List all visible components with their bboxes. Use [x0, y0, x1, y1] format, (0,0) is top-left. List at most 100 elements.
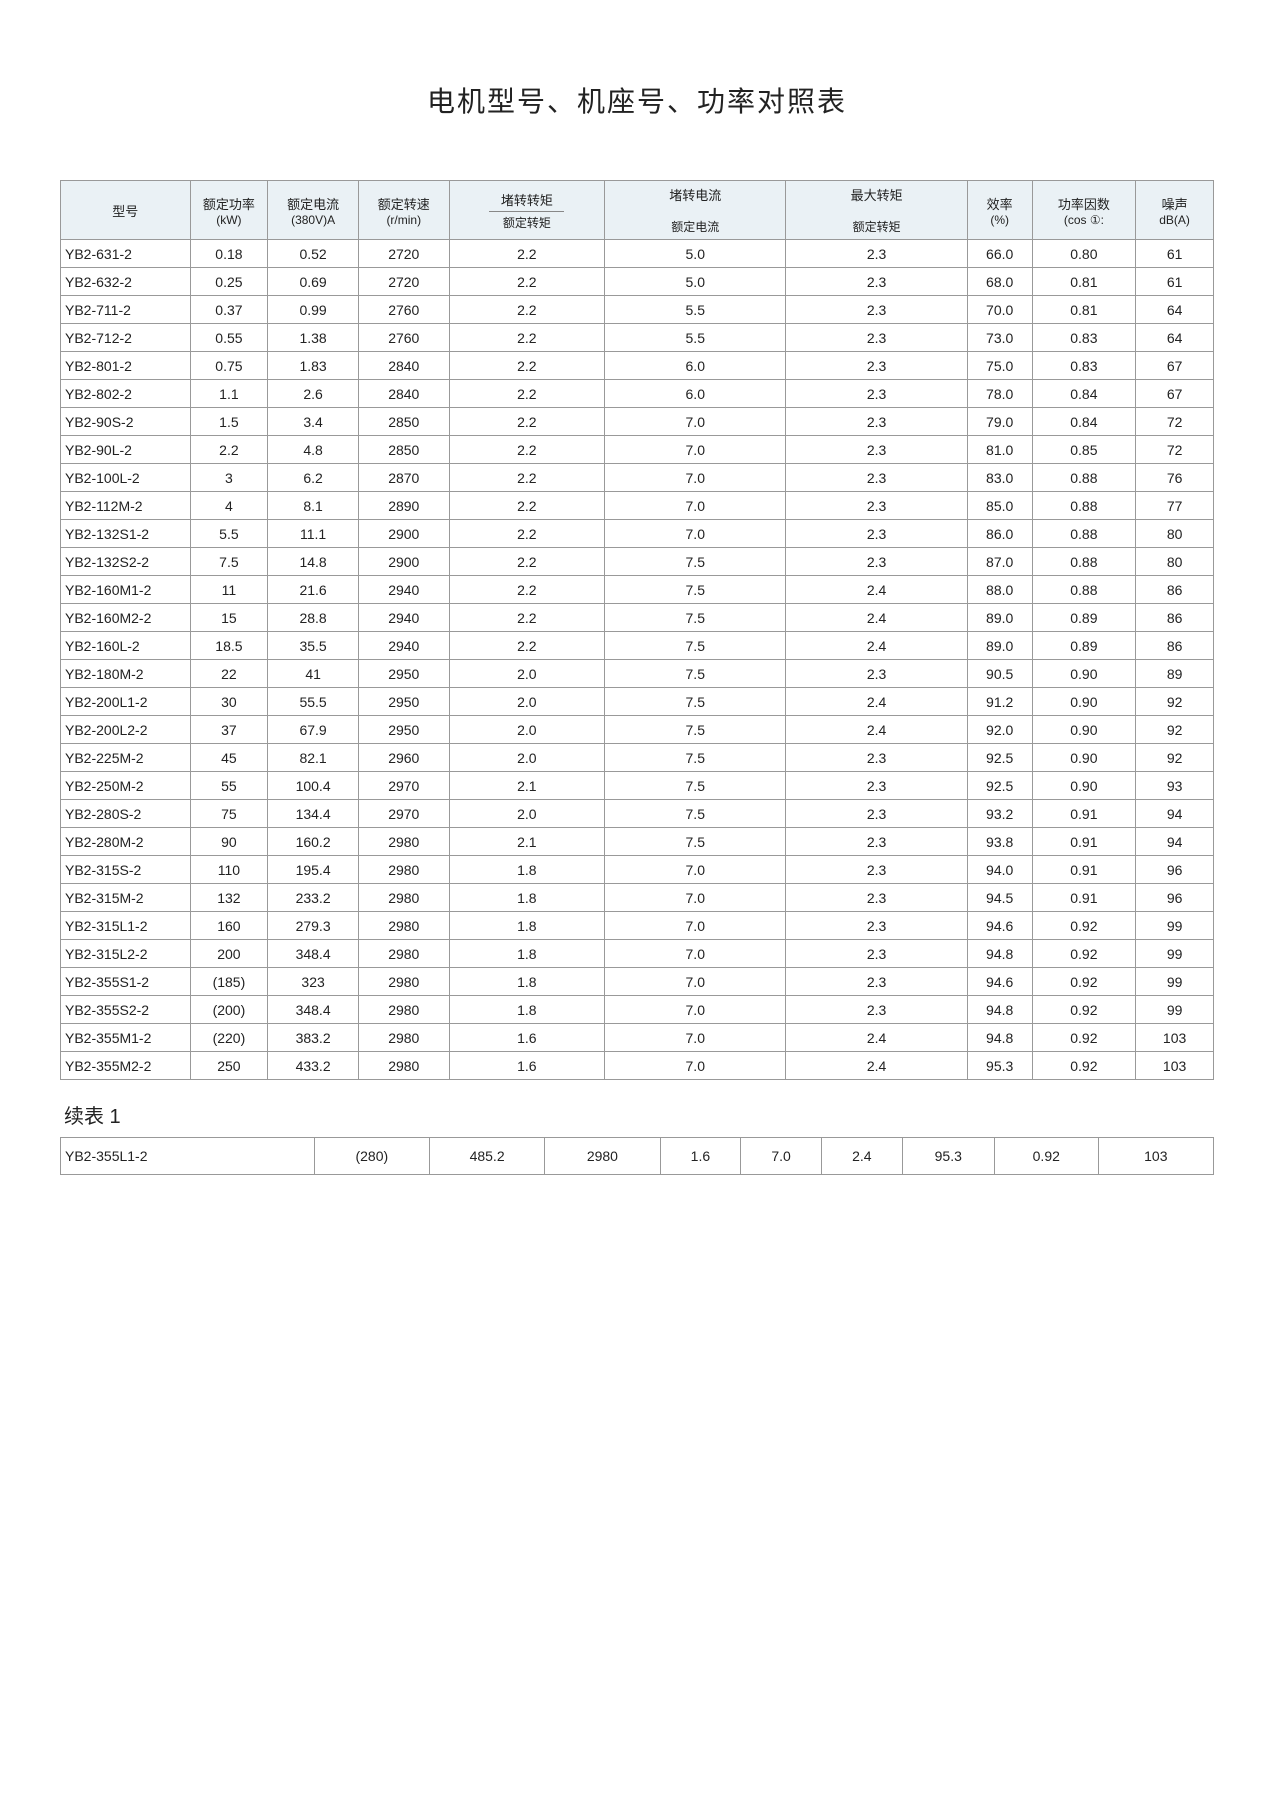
table-cell: YB2-250M-2: [61, 772, 191, 800]
table-cell: 433.2: [268, 1052, 359, 1080]
col-amp-label: 额定电流: [287, 197, 339, 212]
table-cell: 2.3: [786, 240, 967, 268]
table-cell: 7.0: [605, 408, 786, 436]
col-model-label: 型号: [112, 204, 138, 219]
table-cell: 2970: [358, 772, 449, 800]
table-cell: 233.2: [268, 884, 359, 912]
continued-label: 续表 1: [64, 1100, 1214, 1129]
table-cell: 5.5: [605, 296, 786, 324]
table-cell: 0.85: [1032, 436, 1136, 464]
table-cell: 1.38: [268, 324, 359, 352]
motor-spec-table: 型号 额定功率 (kW) 额定电流 (380V)A 额定转速 (r/min) 堵…: [60, 180, 1214, 1080]
table-cell: 94.8: [967, 996, 1032, 1024]
table-cell: 0.92: [1032, 1052, 1136, 1080]
table-row: YB2-132S1-25.511.129002.27.02.386.00.888…: [61, 520, 1214, 548]
col-kw-sub: (kW): [193, 213, 266, 227]
table-cell: 2.3: [786, 968, 967, 996]
table-row: YB2-355M1-2(220)383.229801.67.02.494.80.…: [61, 1024, 1214, 1052]
table-cell: 2.2: [449, 604, 604, 632]
table-cell: 6.2: [268, 464, 359, 492]
table-cell: 2950: [358, 716, 449, 744]
table-row: YB2-280S-275134.429702.07.52.393.20.9194: [61, 800, 1214, 828]
table-cell: 94.0: [967, 856, 1032, 884]
table-row: YB2-160L-218.535.529402.27.52.489.00.898…: [61, 632, 1214, 660]
table-cell: 0.81: [1032, 268, 1136, 296]
table-cell: 160.2: [268, 828, 359, 856]
table-cell: 0.90: [1032, 688, 1136, 716]
table-row: YB2-90S-21.53.428502.27.02.379.00.8472: [61, 408, 1214, 436]
table-header: 型号 额定功率 (kW) 额定电流 (380V)A 额定转速 (r/min) 堵…: [61, 181, 1214, 240]
table-cell: 7.0: [605, 884, 786, 912]
table-row: YB2-355L1-2(280)485.229801.67.02.495.30.…: [61, 1138, 1214, 1175]
table-cell: YB2-180M-2: [61, 660, 191, 688]
table-cell: 8.1: [268, 492, 359, 520]
table-cell: 35.5: [268, 632, 359, 660]
table-row: YB2-802-21.12.628402.26.02.378.00.8467: [61, 380, 1214, 408]
table-cell: 0.89: [1032, 632, 1136, 660]
table-cell: 41: [268, 660, 359, 688]
col-kw: 额定功率 (kW): [190, 181, 268, 240]
table-cell: 7.0: [605, 996, 786, 1024]
table-cell: 7.0: [605, 1024, 786, 1052]
table-cell: YB2-801-2: [61, 352, 191, 380]
table-cell: 94.8: [967, 940, 1032, 968]
table-cell: 0.83: [1032, 352, 1136, 380]
table-cell: 2.2: [449, 492, 604, 520]
table-cell: 90: [190, 828, 268, 856]
col-model: 型号: [61, 181, 191, 240]
col-mtr-label: 最大转矩: [851, 188, 903, 203]
table-cell: 94.8: [967, 1024, 1032, 1052]
table-cell: 2.2: [190, 436, 268, 464]
table-cell: 2900: [358, 548, 449, 576]
table-cell: 2980: [358, 996, 449, 1024]
table-cell: 7.0: [605, 968, 786, 996]
table-cell: 2900: [358, 520, 449, 548]
col-kw-label: 额定功率: [203, 197, 255, 212]
table-cell: 7.0: [605, 492, 786, 520]
table-cell: 2940: [358, 632, 449, 660]
table-cell: 1.8: [449, 884, 604, 912]
table-cell: 2.3: [786, 268, 967, 296]
table-cell: 2.3: [786, 856, 967, 884]
table-cell: 91.2: [967, 688, 1032, 716]
table-cell: YB2-200L2-2: [61, 716, 191, 744]
table-cell: 93: [1136, 772, 1214, 800]
table-cell: 0.25: [190, 268, 268, 296]
table-cell: 80: [1136, 520, 1214, 548]
table-cell: 6.0: [605, 352, 786, 380]
table-cell: 11.1: [268, 520, 359, 548]
table-cell: 75.0: [967, 352, 1032, 380]
table-cell: 7.0: [741, 1138, 822, 1175]
table-cell: 2.3: [786, 744, 967, 772]
table-cell: 2980: [358, 912, 449, 940]
table-cell: 2940: [358, 604, 449, 632]
table-cell: 0.18: [190, 240, 268, 268]
table-cell: 88.0: [967, 576, 1032, 604]
col-eff-sub: (%): [970, 213, 1030, 227]
table-cell: 7.5: [605, 576, 786, 604]
table-cell: 67: [1136, 380, 1214, 408]
table-row: YB2-100L-236.228702.27.02.383.00.8876: [61, 464, 1214, 492]
table-cell: 2.0: [449, 716, 604, 744]
col-eff-label: 效率: [987, 197, 1013, 212]
table-cell: 28.8: [268, 604, 359, 632]
col-mtr: 最大转矩 额定转矩: [786, 181, 967, 240]
table-cell: 7.0: [605, 856, 786, 884]
table-cell: 0.81: [1032, 296, 1136, 324]
table-cell: 7.5: [605, 604, 786, 632]
table-cell: YB2-160M2-2: [61, 604, 191, 632]
table-cell: YB2-280M-2: [61, 828, 191, 856]
spacer: [788, 204, 964, 218]
table-cell: 2.4: [786, 716, 967, 744]
col-amp: 额定电流 (380V)A: [268, 181, 359, 240]
table-cell: 1.6: [660, 1138, 741, 1175]
table-cell: 2.4: [786, 604, 967, 632]
table-cell: 1.8: [449, 996, 604, 1024]
table-cell: 2.2: [449, 380, 604, 408]
table-cell: 55: [190, 772, 268, 800]
table-cell: 2.3: [786, 352, 967, 380]
table-cell: 89.0: [967, 604, 1032, 632]
table-cell: 0.90: [1032, 744, 1136, 772]
table-row: YB2-355M2-2250433.229801.67.02.495.30.92…: [61, 1052, 1214, 1080]
table-cell: 90.5: [967, 660, 1032, 688]
